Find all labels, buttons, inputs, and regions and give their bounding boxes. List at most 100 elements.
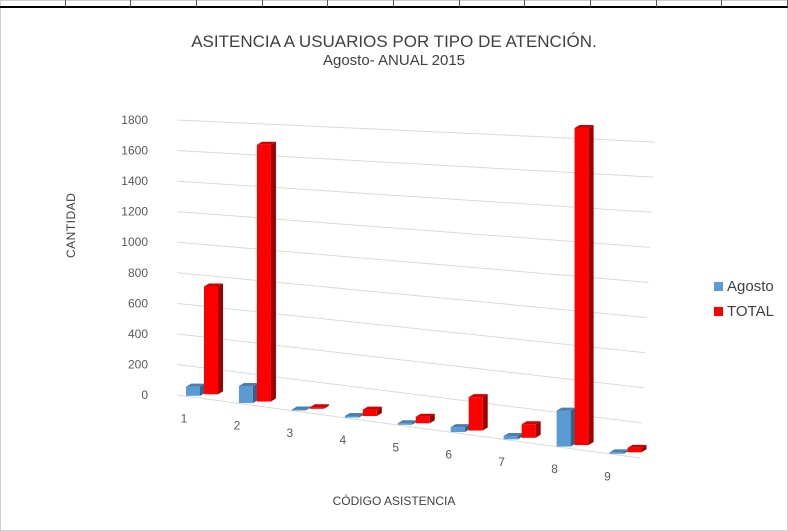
bar-agosto-5: [397, 420, 417, 425]
bar-total-3-front: [309, 407, 324, 409]
bar-total-6: [468, 394, 488, 431]
y-tick-label: 1800: [121, 113, 148, 127]
bar-total-2-front: [256, 144, 271, 402]
bar-agosto-8: [556, 407, 576, 447]
y-tick-label: 200: [128, 357, 148, 371]
bar-agosto-8-front: [556, 410, 571, 447]
bar-agosto-9-top: [609, 449, 629, 453]
bar-total-4-side: [376, 406, 382, 417]
bar-total-6-top: [468, 394, 488, 398]
bar-total-6-side: [482, 394, 488, 431]
bar-agosto-2: [238, 382, 258, 404]
bar-agosto-6-front: [450, 427, 465, 433]
bar-agosto-7-side: [517, 432, 523, 440]
bar-agosto-2-side: [252, 382, 258, 404]
bar-agosto-9: [609, 449, 629, 454]
bar-agosto-4-front: [344, 415, 359, 418]
bar-total-5: [415, 413, 435, 424]
y-tick-label: 1600: [121, 144, 148, 158]
bar-total-9-top: [627, 444, 647, 448]
x-tick-label: 1: [181, 411, 188, 425]
chart-subtitle: Agosto- ANUAL 2015: [322, 52, 466, 69]
bar-agosto-7-top: [503, 432, 523, 436]
bar-total-5-side: [429, 413, 435, 424]
gridline: [176, 333, 644, 389]
legend-item-agosto: Agosto: [714, 274, 774, 299]
y-tick-label: 1200: [121, 205, 148, 219]
bar-agosto-6-side: [464, 424, 470, 433]
gridline: [176, 150, 654, 178]
gridline: [176, 272, 647, 319]
legend-label-total: TOTAL: [727, 303, 774, 320]
y-tick-label: 800: [128, 266, 148, 280]
x-tick-label: 7: [498, 455, 505, 469]
bar-total-7-top: [521, 421, 541, 425]
x-tick-label: 6: [445, 448, 452, 462]
bar-total-4-top: [362, 406, 382, 410]
x-tick-label: 2: [234, 419, 241, 433]
bar-total-9-side: [641, 444, 647, 453]
x-tick-label: 3: [287, 426, 294, 440]
legend-swatch-total: [714, 307, 723, 316]
bar-agosto-6: [450, 424, 470, 433]
gridline: [176, 211, 651, 248]
bar-agosto-7-front: [503, 435, 518, 440]
legend-label-agosto: Agosto: [727, 278, 774, 295]
bar-agosto-1-top: [186, 383, 205, 387]
bar-total-1-front: [204, 286, 218, 395]
bar-total-7: [521, 421, 541, 438]
bar-agosto-4: [344, 412, 364, 418]
bar-total-2: [256, 141, 276, 402]
bar-total-7-side: [535, 421, 541, 438]
bar-total-1-top: [204, 283, 223, 287]
bar-agosto-3-top: [291, 406, 311, 410]
bar-agosto-8-side: [570, 407, 576, 447]
bar-total-5-front: [415, 416, 430, 424]
gridline: [176, 241, 649, 283]
bars: [186, 124, 647, 454]
bar-agosto-5-top: [397, 420, 417, 424]
bar-agosto-5-side: [411, 420, 417, 425]
bar-total-8-side: [588, 124, 594, 446]
bar-agosto-4-top: [344, 412, 364, 416]
x-tick-label: 5: [392, 440, 399, 454]
bar-agosto-7: [503, 432, 523, 440]
bar-agosto-2-front: [238, 385, 253, 404]
y-tick-label: 600: [128, 296, 148, 310]
y-tick-label: 1000: [121, 235, 148, 249]
bar-total-3-top: [309, 404, 329, 408]
bar-total-1: [204, 283, 223, 395]
bar-total-3-side: [323, 404, 329, 409]
legend-item-total: TOTAL: [714, 299, 774, 324]
bar-total-9: [627, 444, 647, 453]
bar-agosto-3: [291, 406, 311, 411]
x-tick-label: 4: [339, 433, 346, 447]
x-tick-label: 9: [604, 469, 611, 483]
y-tick-label: 400: [128, 327, 148, 341]
bar-agosto-5-front: [397, 423, 412, 425]
bar-total-5-top: [415, 413, 435, 417]
gridline: [176, 302, 646, 354]
bar-total-3: [309, 404, 329, 409]
chart-title: ASITENCIA A USUARIOS POR TIPO DE ATENCIÓ…: [191, 32, 597, 51]
bar-agosto-9-side: [623, 449, 629, 454]
bar-agosto-1-side: [200, 383, 205, 396]
bar-total-4-front: [362, 409, 377, 417]
bar-total-2-top: [256, 141, 276, 145]
bar-total-4: [362, 406, 382, 417]
bar-total-8-top: [574, 124, 594, 128]
gridline: [176, 180, 652, 213]
y-tick-label: 0: [141, 388, 148, 402]
bar-agosto-3-side: [305, 406, 311, 411]
bar-agosto-8-top: [556, 407, 576, 411]
bar-agosto-9-front: [609, 452, 624, 454]
bar-total-2-side: [270, 141, 276, 402]
bar-total-8-front: [574, 127, 589, 446]
bar-agosto-6-top: [450, 424, 470, 428]
x-axis-label: CÓDIGO ASISTENCIA: [332, 494, 456, 508]
bar-agosto-1-front: [186, 386, 200, 396]
bar-agosto-4-side: [358, 412, 364, 418]
bar-agosto-3-front: [291, 409, 306, 411]
bar-agosto-1: [186, 383, 205, 396]
